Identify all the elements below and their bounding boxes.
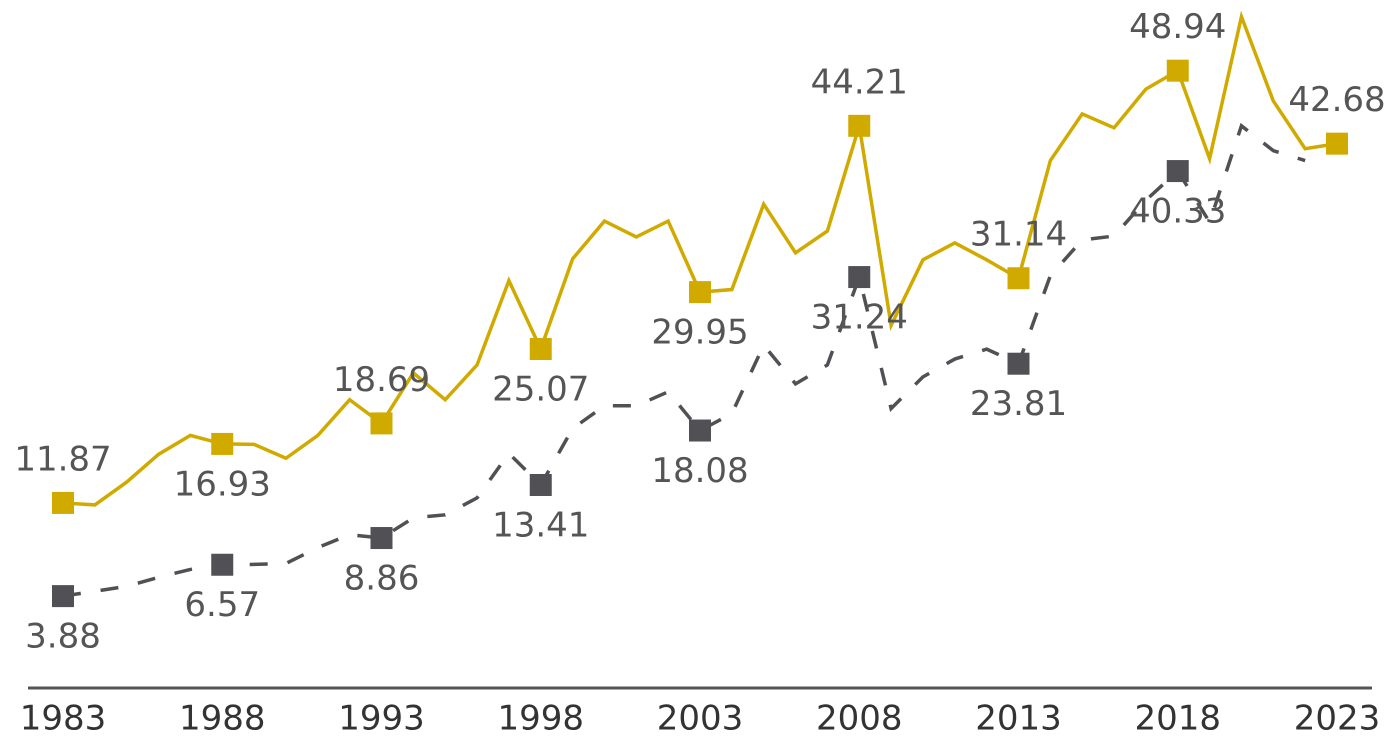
marker	[1007, 267, 1030, 290]
data-label: 44.21	[811, 62, 908, 102]
marker	[848, 266, 871, 289]
x-tick-label: 2018	[1134, 699, 1221, 739]
x-tick-label: 1998	[497, 699, 584, 739]
marker	[211, 432, 234, 455]
x-tick-label: 1988	[179, 699, 266, 739]
data-label: 31.24	[811, 298, 908, 338]
data-label: 16.93	[174, 464, 271, 504]
marker	[1166, 59, 1189, 82]
data-label: 48.94	[1129, 7, 1226, 47]
marker	[689, 419, 711, 442]
series-line	[62, 122, 1306, 598]
data-label: 8.86	[344, 559, 420, 599]
data-label: 18.08	[651, 451, 748, 491]
marker	[52, 491, 74, 514]
x-tick-label: 1993	[338, 699, 425, 739]
data-label: 31.14	[970, 215, 1067, 255]
marker	[689, 281, 711, 304]
marker	[370, 527, 393, 550]
x-tick-label: 2023	[1294, 699, 1381, 739]
data-label: 6.57	[184, 585, 260, 625]
marker	[1326, 132, 1348, 155]
data-label: 18.69	[333, 360, 430, 400]
data-label: 23.81	[970, 384, 1067, 424]
marker	[1166, 160, 1189, 183]
data-label: 3.88	[25, 617, 101, 657]
marker	[848, 114, 871, 137]
data-label: 40.33	[1129, 192, 1226, 232]
marker	[1007, 352, 1030, 375]
data-label: 25.07	[492, 370, 589, 410]
data-label: 13.41	[492, 505, 589, 545]
marker	[211, 553, 234, 576]
x-tick-label: 1983	[20, 699, 107, 739]
marker	[529, 473, 552, 496]
marker	[370, 412, 393, 435]
x-tick-label: 2013	[975, 699, 1062, 739]
data-label: 11.87	[14, 439, 111, 479]
x-tick-label: 2003	[657, 699, 744, 739]
x-tick-label: 2008	[816, 699, 903, 739]
marker	[52, 585, 74, 608]
data-label: 42.68	[1288, 80, 1385, 120]
marker	[529, 338, 552, 361]
data-label: 29.95	[651, 313, 748, 353]
